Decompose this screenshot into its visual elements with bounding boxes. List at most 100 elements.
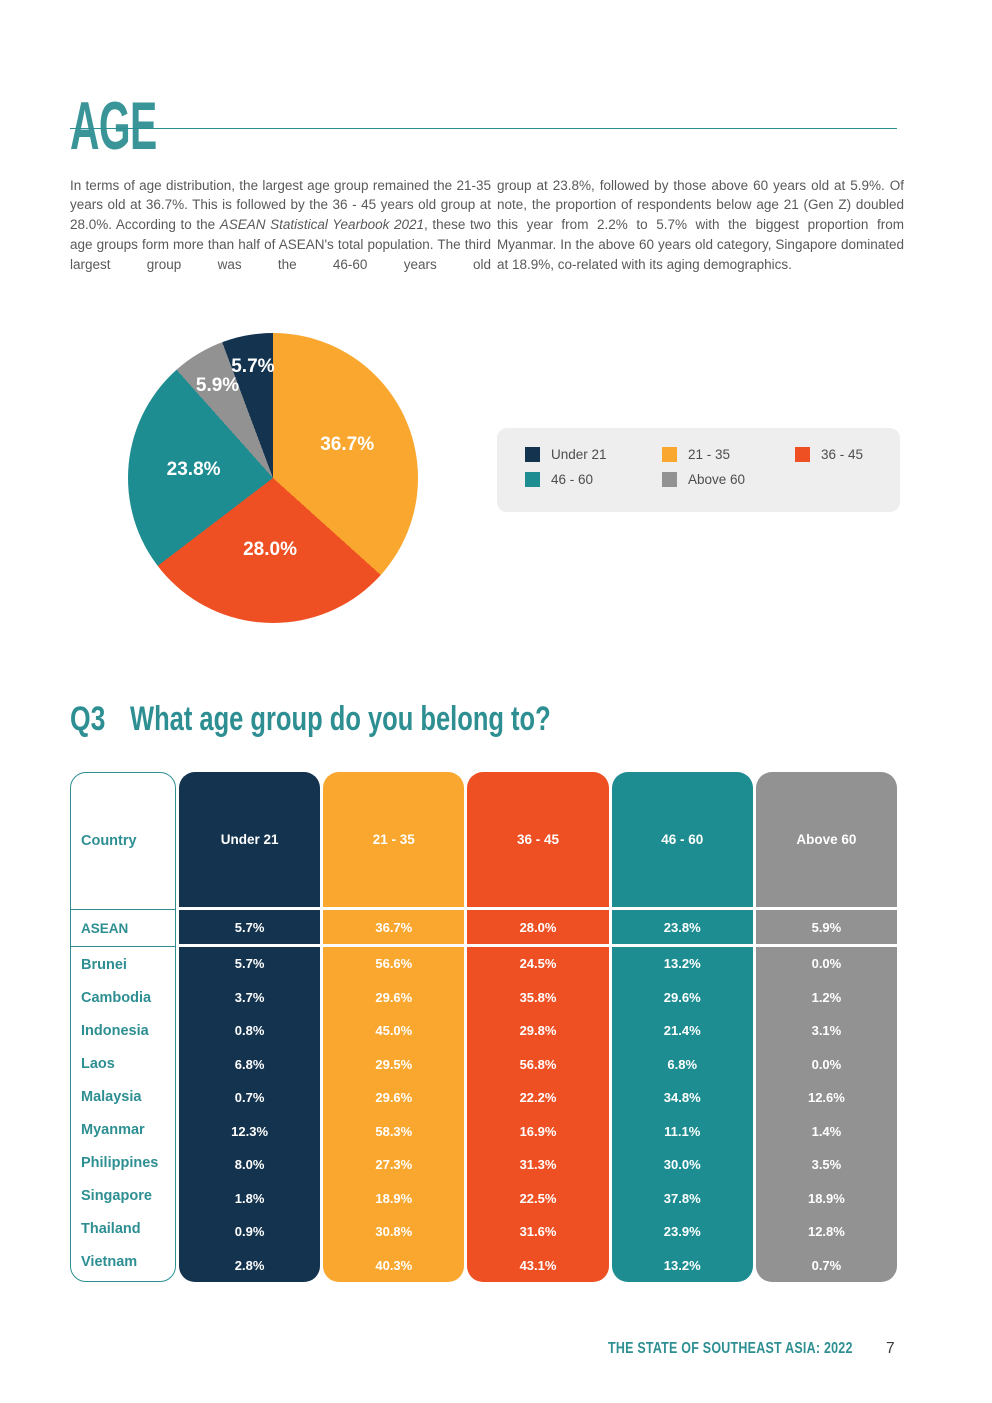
- value-cell-vietnam-46-60: 13.2%: [663, 1257, 701, 1273]
- question-heading: Q3 What age group do you belong to?: [70, 700, 691, 739]
- pie-slice-label-46-60: 23.8%: [166, 459, 221, 481]
- value-cell-philippines-36-45: 31.3%: [519, 1157, 557, 1173]
- country-cell-indonesia: Indonesia: [81, 1022, 149, 1039]
- value-cell-indonesia-above-60: 3.1%: [811, 1023, 842, 1039]
- column-body-36-45: 24.5% 35.8% 29.8% 56.8% 22.2% 16.9% 31.3% 22.5%…: [467, 947, 609, 1282]
- legend-label: 46 - 60: [551, 472, 594, 487]
- column-header-above-60: Above 60: [755, 772, 898, 907]
- intro-text-2: , these two age groups form more than ha…: [70, 217, 491, 272]
- value-cell-cambodia-21-35: 29.6%: [375, 989, 413, 1005]
- value-cell-myanmar-above-60: 1.4%: [811, 1123, 842, 1139]
- value-cell-laos-under-21: 6.8%: [234, 1056, 265, 1072]
- value-cell-laos-21-35: 29.5%: [375, 1056, 413, 1072]
- value-cell-laos-46-60: 6.8%: [667, 1056, 698, 1072]
- legend-items: Under 21 21 - 35 36 - 45 46 - 60 Above 60: [525, 447, 900, 487]
- value-cell-cambodia-36-45: 35.8%: [519, 989, 557, 1005]
- page-title: AGE: [70, 87, 157, 164]
- country-column: Country ASEAN Brunei Cambodia Indonesia Lao…: [70, 772, 176, 1282]
- pie-chart: [128, 333, 418, 623]
- value-cell-singapore-above-60: 18.9%: [807, 1190, 845, 1206]
- value-cell-indonesia-46-60: 21.4%: [663, 1023, 701, 1039]
- value-cell-brunei-above-60: 0.0%: [811, 956, 842, 972]
- country-cell-singapore: Singapore: [81, 1187, 152, 1204]
- value-cell-brunei-under-21: 5.7%: [234, 956, 265, 972]
- table-column-under-21: Under 21 5.7% 5.7% 3.7% 0.8% 6.8% 0.7% 12.3% 8.0…: [179, 772, 321, 1282]
- value-cell-cambodia-46-60: 29.6%: [663, 989, 701, 1005]
- legend-swatch-icon: [525, 472, 540, 487]
- pie-slice-label-above-60: 5.9%: [195, 375, 240, 397]
- country-header-cell: Country: [71, 773, 175, 910]
- value-cell-indonesia-21-35: 45.0%: [375, 1023, 413, 1039]
- footer-report-title: THE STATE OF SOUTHEAST ASIA: 2022: [608, 1340, 853, 1357]
- column-header-36-45: 36 - 45: [467, 772, 609, 907]
- country-cell-brunei: Brunei: [81, 956, 127, 973]
- legend-label: 36 - 45: [821, 447, 864, 462]
- value-cell-thailand-under-21: 0.9%: [234, 1224, 265, 1240]
- asean-value-cell-21-35: 36.7%: [323, 910, 465, 944]
- value-cell-singapore-36-45: 22.5%: [519, 1190, 557, 1206]
- intro-paragraph-column-1: In terms of age distribution, the larges…: [70, 176, 491, 275]
- value-cell-brunei-46-60: 13.2%: [663, 956, 701, 972]
- column-body-above-60: 0.0% 1.2% 3.1% 0.0% 12.6% 1.4% 3.5% 18.9% 12.8% 0…: [755, 947, 898, 1282]
- country-cell-myanmar: Myanmar: [81, 1121, 145, 1138]
- legend-item-36-45: 36 - 45: [795, 447, 900, 462]
- pie-labels: 36.7% 28.0% 23.8% 5.9% 5.7%: [128, 333, 418, 623]
- column-header-under-21: Under 21: [179, 772, 321, 907]
- legend-item-21-35: 21 - 35: [662, 447, 795, 462]
- country-cell-cambodia: Cambodia: [81, 989, 152, 1006]
- table-column-46-60: 46 - 60 23.8% 13.2% 29.6% 21.4% 6.8% 34.8% 11.1…: [611, 772, 753, 1282]
- legend-item-under-21: Under 21: [525, 447, 662, 462]
- value-cell-malaysia-46-60: 34.8%: [663, 1090, 701, 1106]
- legend-swatch-icon: [525, 447, 540, 462]
- legend-item-above-60: Above 60: [662, 472, 795, 487]
- value-cell-laos-36-45: 56.8%: [519, 1056, 557, 1072]
- value-cell-malaysia-above-60: 12.6%: [807, 1090, 845, 1106]
- legend-swatch-icon: [662, 447, 677, 462]
- country-cell-malaysia: Malaysia: [81, 1088, 142, 1105]
- legend-label: 21 - 35: [688, 447, 731, 462]
- value-cell-brunei-36-45: 24.5%: [519, 956, 557, 972]
- title-divider: [70, 128, 897, 129]
- column-body-21-35: 56.6% 29.6% 45.0% 29.5% 29.6% 58.3% 27.3% 18.9%…: [323, 947, 465, 1282]
- value-cell-philippines-under-21: 8.0%: [234, 1157, 265, 1173]
- column-header-46-60: 46 - 60: [611, 772, 753, 907]
- intro-text-italic: ASEAN Statistical Yearbook 2021: [219, 217, 424, 233]
- question-text: What age group do you belong to?: [130, 700, 551, 738]
- value-cell-brunei-21-35: 56.6%: [375, 956, 413, 972]
- legend-item-46-60: 46 - 60: [525, 472, 662, 487]
- column-header-21-35: 21 - 35: [323, 772, 465, 907]
- value-cell-vietnam-21-35: 40.3%: [375, 1257, 413, 1273]
- country-cell-asean: ASEAN: [71, 910, 175, 947]
- intro-paragraph-column-2: group at 23.8%, followed by those above …: [497, 177, 904, 272]
- legend-swatch-icon: [795, 447, 810, 462]
- pie-slice-label-under-21: 5.7%: [231, 355, 275, 377]
- table-column-21-35: 21 - 35 36.7% 56.6% 29.6% 45.0% 29.5% 29.6% 58.…: [323, 772, 465, 1282]
- asean-value-cell-46-60: 23.8%: [611, 910, 753, 944]
- value-cell-indonesia-36-45: 29.8%: [519, 1023, 557, 1039]
- value-cell-thailand-36-45: 31.6%: [519, 1224, 557, 1240]
- value-cell-vietnam-above-60: 0.7%: [811, 1257, 842, 1273]
- age-table: Country ASEAN Brunei Cambodia Indonesia Lao…: [70, 772, 898, 1282]
- age-pie-chart-wrap: 36.7% 28.0% 23.8% 5.9% 5.7%: [128, 333, 418, 623]
- footer-page-number: 7: [886, 1340, 895, 1357]
- asean-value-cell-under-21: 5.7%: [179, 910, 321, 944]
- asean-value-cell-36-45: 28.0%: [467, 910, 609, 944]
- country-cell-vietnam: Vietnam: [81, 1253, 138, 1270]
- column-body-under-21: 5.7% 3.7% 0.8% 6.8% 0.7% 12.3% 8.0% 1.8% 0.9% 2.8…: [179, 947, 321, 1282]
- value-cell-philippines-21-35: 27.3%: [375, 1157, 413, 1173]
- legend-swatch-icon: [662, 472, 677, 487]
- value-cell-myanmar-36-45: 16.9%: [519, 1123, 557, 1139]
- value-cell-thailand-46-60: 23.9%: [663, 1224, 701, 1240]
- value-cell-myanmar-46-60: 11.1%: [664, 1123, 701, 1139]
- value-cell-laos-above-60: 0.0%: [811, 1056, 842, 1072]
- question-number: Q3: [70, 700, 106, 738]
- legend-label: Above 60: [688, 472, 746, 487]
- legend-label: Under 21: [551, 447, 607, 462]
- value-cell-malaysia-under-21: 0.7%: [234, 1090, 265, 1106]
- country-cell-philippines: Philippines: [81, 1154, 159, 1171]
- value-cell-malaysia-36-45: 22.2%: [519, 1090, 557, 1106]
- country-cell-thailand: Thailand: [81, 1220, 141, 1237]
- table-column-36-45: 36 - 45 28.0% 24.5% 35.8% 29.8% 56.8% 22.2% 16.…: [467, 772, 609, 1282]
- country-body: Brunei Cambodia Indonesia Laos Malaysia Myanm…: [71, 947, 175, 1281]
